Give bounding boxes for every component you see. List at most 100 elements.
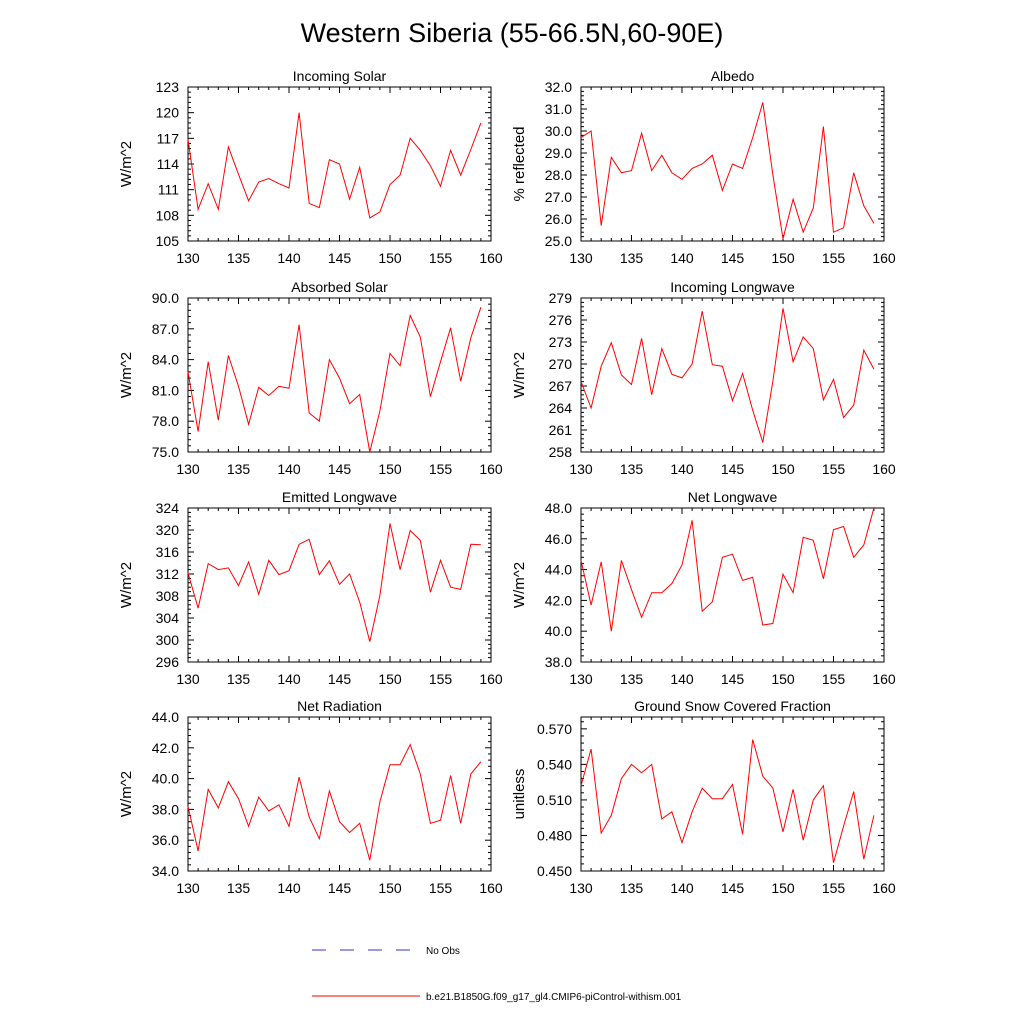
y-tick-label: 273 — [549, 334, 573, 350]
y-tick-label: 38.0 — [152, 801, 179, 817]
x-tick-label: 145 — [328, 671, 352, 687]
plot-frame — [187, 297, 492, 453]
series-line — [187, 743, 482, 861]
y-tick-label: 75.0 — [152, 444, 179, 460]
x-tick-label: 130 — [176, 671, 200, 687]
y-axis-label: W/m^2 — [118, 352, 135, 398]
x-tick-label: 145 — [721, 250, 745, 266]
y-tick-label: 123 — [156, 79, 180, 95]
y-tick-label: 279 — [549, 290, 573, 306]
panels-container: Incoming Solar W/m^2 130 135 140 145 150 155 160… — [118, 68, 896, 896]
y-tick-label: 84.0 — [152, 352, 179, 368]
figure-title: Western Siberia (55-66.5N,60-90E) — [301, 18, 724, 48]
y-tick-label: 42.0 — [545, 592, 572, 608]
y-tick-label: 28.0 — [545, 167, 572, 183]
series-line — [187, 523, 481, 642]
x-tick-label: 135 — [227, 461, 251, 477]
y-tick-label: 29.0 — [545, 145, 572, 161]
x-tick-label: 130 — [569, 671, 593, 687]
x-tick-label: 140 — [670, 880, 694, 896]
x-tick-label: 150 — [378, 461, 402, 477]
x-tick-label: 135 — [227, 671, 251, 687]
y-tick-label: 276 — [549, 312, 573, 328]
y-tick-label: 31.0 — [545, 101, 572, 117]
series-line — [187, 112, 482, 219]
x-tick-label: 150 — [771, 880, 795, 896]
y-tick-label: 264 — [549, 400, 573, 416]
chart-panel: Emitted Longwave W/m^2 130 135 140 145 150 155 1… — [118, 489, 503, 687]
x-tick-label: 150 — [378, 671, 402, 687]
x-tick-label: 155 — [822, 671, 846, 687]
chart-panel: Absorbed Solar W/m^2 130 135 140 145 150 155 160… — [118, 279, 503, 477]
y-axis-label: unitless — [511, 769, 528, 820]
y-axis-label: W/m^2 — [511, 352, 528, 398]
chart-title: Emitted Longwave — [282, 489, 397, 505]
plot-frame — [580, 297, 885, 453]
x-tick-label: 130 — [176, 880, 200, 896]
chart-title: Albedo — [711, 68, 755, 84]
x-tick-label: 135 — [620, 880, 644, 896]
x-tick-label: 155 — [822, 880, 846, 896]
x-tick-label: 145 — [328, 880, 352, 896]
y-tick-label: 308 — [156, 588, 180, 604]
x-tick-label: 135 — [620, 250, 644, 266]
x-tick-label: 160 — [479, 880, 503, 896]
x-tick-label: 135 — [620, 461, 644, 477]
y-tick-label: 30.0 — [545, 123, 572, 139]
chart-title: Ground Snow Covered Fraction — [634, 698, 831, 714]
y-tick-label: 46.0 — [545, 531, 572, 547]
legend-label: No Obs — [426, 946, 460, 957]
plot-frame — [580, 507, 885, 663]
y-tick-label: 32.0 — [545, 79, 572, 95]
y-tick-label: 42.0 — [152, 740, 179, 756]
chart-panel: Incoming Solar W/m^2 130 135 140 145 150 155 160… — [118, 68, 503, 266]
series-line — [187, 307, 482, 453]
y-tick-label: 108 — [156, 207, 180, 223]
y-tick-label: 114 — [157, 156, 180, 172]
series-line — [580, 308, 875, 443]
plot-frame — [580, 716, 885, 872]
chart-panel: Net Radiation W/m^2 130 135 140 145 150 155 160 3… — [118, 698, 503, 896]
x-tick-label: 140 — [277, 880, 301, 896]
x-tick-label: 155 — [429, 250, 453, 266]
y-tick-label: 36.0 — [152, 832, 179, 848]
chart-panel: Ground Snow Covered Fraction unitless 130 1… — [511, 698, 896, 896]
y-tick-label: 44.0 — [152, 709, 179, 725]
chart-title: Incoming Longwave — [670, 279, 795, 295]
x-tick-label: 145 — [328, 461, 352, 477]
y-tick-label: 44.0 — [545, 562, 572, 578]
y-tick-label: 87.0 — [152, 321, 179, 337]
x-tick-label: 155 — [822, 250, 846, 266]
x-tick-label: 160 — [872, 880, 896, 896]
y-tick-label: 25.0 — [545, 233, 572, 249]
x-tick-label: 135 — [620, 671, 644, 687]
y-tick-label: 261 — [549, 422, 573, 438]
x-tick-label: 155 — [429, 461, 453, 477]
x-tick-label: 130 — [176, 461, 200, 477]
y-tick-label: 270 — [549, 356, 573, 372]
chart-title: Absorbed Solar — [291, 279, 388, 295]
y-tick-label: 34.0 — [152, 863, 179, 879]
x-tick-label: 145 — [721, 671, 745, 687]
y-tick-label: 90.0 — [152, 290, 179, 306]
y-tick-label: 48.0 — [545, 500, 572, 516]
y-axis-label: W/m^2 — [118, 141, 135, 187]
y-tick-label: 38.0 — [545, 654, 572, 670]
y-tick-label: 296 — [156, 654, 180, 670]
y-tick-label: 258 — [549, 444, 573, 460]
x-tick-label: 145 — [721, 880, 745, 896]
series-line — [580, 102, 875, 239]
x-tick-label: 150 — [378, 250, 402, 266]
x-tick-label: 140 — [670, 671, 694, 687]
chart-panel: Albedo % reflected 130 135 140 145 150 155 160 25… — [511, 68, 896, 266]
x-tick-label: 160 — [872, 250, 896, 266]
chart-title: Net Longwave — [688, 489, 778, 505]
x-tick-label: 150 — [771, 461, 795, 477]
chart-panel: Net Longwave W/m^2 130 135 140 145 150 155 160 38… — [511, 489, 896, 687]
x-tick-label: 140 — [277, 461, 301, 477]
y-tick-label: 267 — [549, 378, 573, 394]
x-tick-label: 160 — [872, 461, 896, 477]
x-tick-label: 140 — [277, 671, 301, 687]
y-axis-label: W/m^2 — [118, 562, 135, 608]
